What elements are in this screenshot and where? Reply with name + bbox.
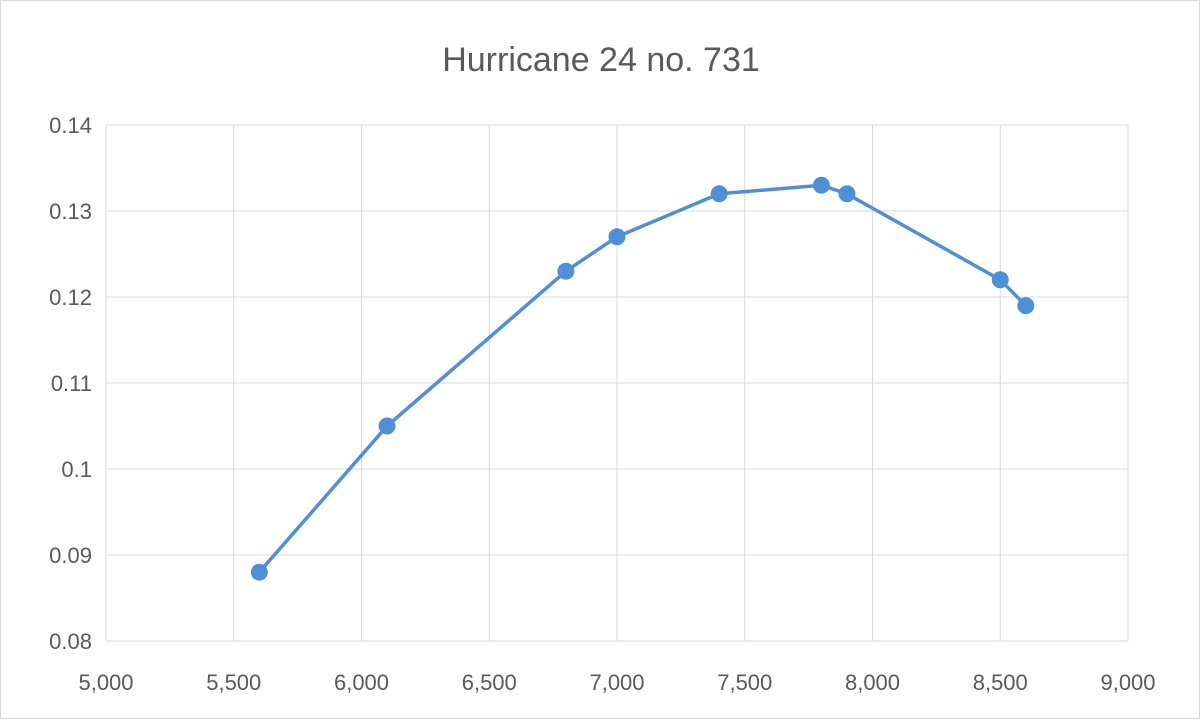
grid-lines (105, 124, 1129, 642)
y-tick-label: 0.1 (61, 457, 92, 482)
data-point (710, 185, 728, 203)
data-point (838, 185, 856, 203)
series-line (257, 183, 1028, 574)
data-point (1017, 297, 1035, 315)
data-point (378, 417, 396, 435)
x-tick-label: 6,500 (462, 670, 517, 695)
data-point (608, 228, 626, 246)
data-point (250, 563, 268, 581)
x-axis-ticks: 5,000 5,500 6,000 6,500 7,000 7,500 8,000 8,500… (78, 670, 1155, 695)
x-tick-label: 5,000 (78, 670, 133, 695)
y-tick-label: 0.08 (49, 629, 92, 654)
data-point (991, 271, 1009, 289)
x-tick-label: 7,500 (717, 670, 772, 695)
data-point (812, 176, 830, 194)
y-tick-label: 0.14 (49, 113, 92, 138)
x-tick-label: 9,000 (1100, 670, 1155, 695)
series-layer (250, 176, 1035, 581)
data-point (557, 262, 575, 280)
x-tick-label: 5,500 (206, 670, 261, 695)
y-tick-label: 0.09 (49, 543, 92, 568)
y-tick-label: 0.12 (49, 285, 92, 310)
x-tick-label: 8,500 (973, 670, 1028, 695)
x-tick-label: 7,000 (589, 670, 644, 695)
x-tick-label: 8,000 (845, 670, 900, 695)
chart-title: Hurricane 24 no. 731 (442, 41, 760, 79)
y-axis-ticks: 0.08 0.09 0.1 0.11 0.12 0.13 0.14 (49, 113, 92, 654)
x-tick-label: 6,000 (334, 670, 389, 695)
y-tick-label: 0.13 (49, 199, 92, 224)
y-tick-label: 0.11 (51, 371, 92, 396)
